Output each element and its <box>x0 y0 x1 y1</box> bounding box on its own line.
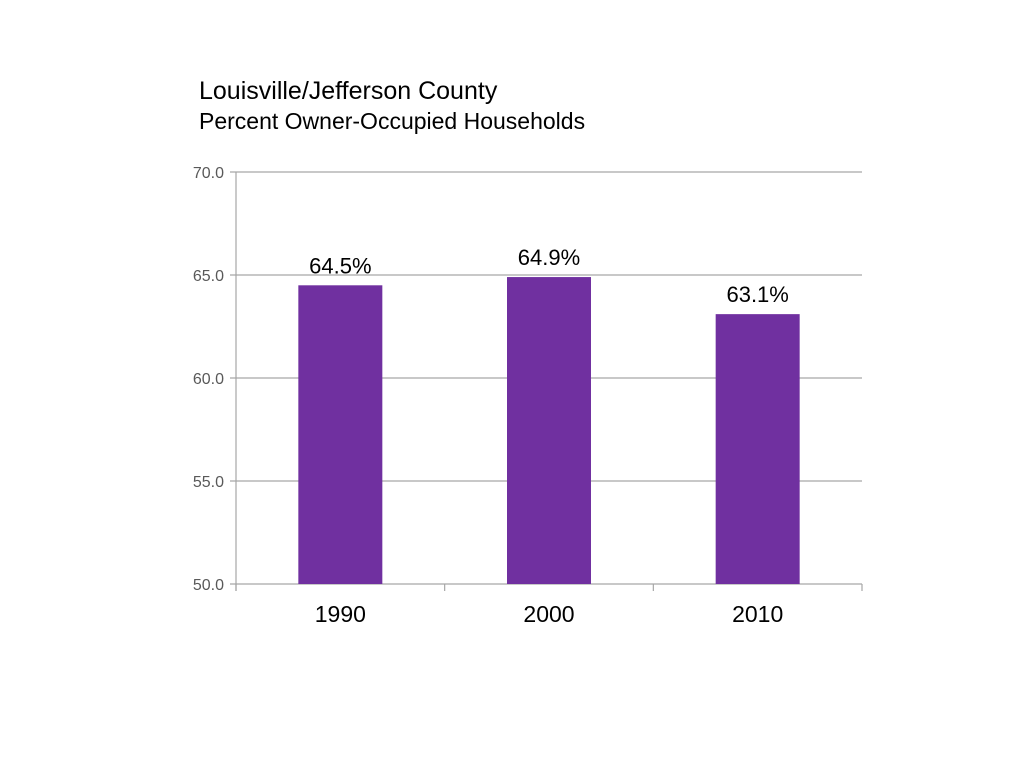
data-label: 63.1% <box>726 282 788 307</box>
chart-title-block: Louisville/Jefferson County Percent Owne… <box>199 76 585 136</box>
bar-1990 <box>298 285 383 584</box>
x-category-label: 2000 <box>523 601 574 627</box>
y-tick-label: 55.0 <box>193 474 224 491</box>
data-label: 64.5% <box>309 253 371 278</box>
chart-title: Louisville/Jefferson County <box>199 77 498 105</box>
y-tick-label: 70.0 <box>193 165 224 182</box>
bar-2000 <box>507 277 591 584</box>
chart-subtitle: Percent Owner-Occupied Households <box>199 108 586 134</box>
data-label: 64.9% <box>518 245 580 270</box>
x-category-label: 2010 <box>732 601 783 627</box>
y-tick-label: 60.0 <box>193 371 224 388</box>
y-tick-label: 50.0 <box>193 577 224 594</box>
y-tick-label: 65.0 <box>193 268 224 285</box>
bar-2010 <box>715 314 800 584</box>
x-category-label: 1990 <box>315 601 366 627</box>
